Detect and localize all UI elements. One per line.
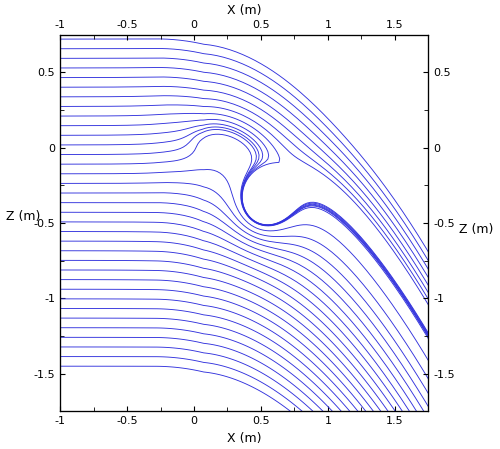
Y-axis label: Z (m): Z (m) (6, 210, 40, 223)
X-axis label: X (m): X (m) (227, 432, 262, 445)
X-axis label: X (m): X (m) (227, 4, 262, 17)
Y-axis label: Z (m): Z (m) (459, 223, 494, 236)
